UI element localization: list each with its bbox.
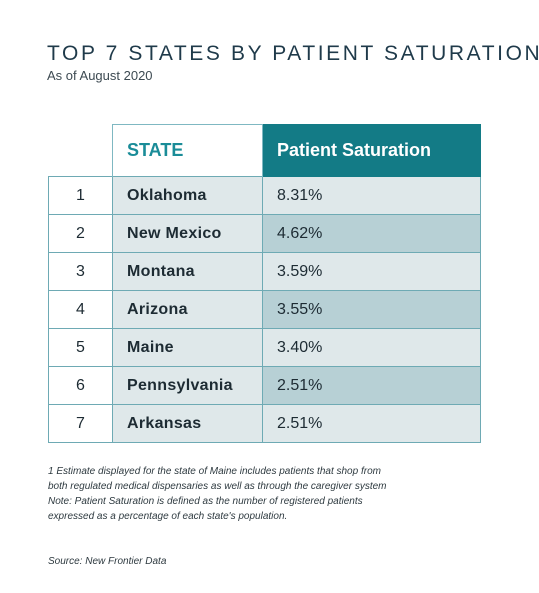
saturation-table: STATE Patient Saturation 1 Oklahoma 8.31… — [48, 124, 481, 443]
state-cell: Arizona — [112, 290, 263, 329]
rank-cell: 4 — [48, 290, 113, 329]
rank-cell: 2 — [48, 214, 113, 253]
header-state: STATE — [112, 124, 263, 177]
value-cell: 3.55% — [262, 290, 481, 329]
rank-cell: 1 — [48, 176, 113, 215]
value-cell: 2.51% — [262, 404, 481, 443]
table-row: 7 Arkansas 2.51% — [48, 404, 481, 443]
table-row: 1 Oklahoma 8.31% — [48, 176, 481, 215]
footnote-line: Note: Patient Saturation is defined as t… — [48, 496, 363, 507]
table-header-row: STATE Patient Saturation — [48, 124, 481, 177]
table-row: 2 New Mexico 4.62% — [48, 214, 481, 253]
value-cell: 4.62% — [262, 214, 481, 253]
state-cell: New Mexico — [112, 214, 263, 253]
state-cell: Arkansas — [112, 404, 263, 443]
state-cell: Maine — [112, 328, 263, 367]
chart-title: TOP 7 STATES BY PATIENT SATURATION — [47, 42, 539, 65]
state-cell: Oklahoma — [112, 176, 263, 215]
footnote-line: both regulated medical dispensaries as w… — [48, 481, 387, 492]
footnote-line: expressed as a percentage of each state'… — [48, 511, 288, 522]
value-cell: 2.51% — [262, 366, 481, 405]
value-cell: 3.40% — [262, 328, 481, 367]
value-cell: 3.59% — [262, 252, 481, 291]
table-row: 5 Maine 3.40% — [48, 328, 481, 367]
footnote-line: 1 Estimate displayed for the state of Ma… — [48, 466, 381, 477]
header-patient-saturation: Patient Saturation — [262, 124, 481, 177]
rank-cell: 3 — [48, 252, 113, 291]
table-row: 3 Montana 3.59% — [48, 252, 481, 291]
source-note: Source: New Frontier Data — [48, 556, 167, 567]
state-cell: Pennsylvania — [112, 366, 263, 405]
header-rank — [48, 124, 113, 177]
chart-subtitle: As of August 2020 — [47, 68, 153, 83]
rank-cell: 5 — [48, 328, 113, 367]
state-cell: Montana — [112, 252, 263, 291]
rank-cell: 7 — [48, 404, 113, 443]
footnotes: 1 Estimate displayed for the state of Ma… — [48, 464, 428, 524]
table-row: 4 Arizona 3.55% — [48, 290, 481, 329]
rank-cell: 6 — [48, 366, 113, 405]
table-row: 6 Pennsylvania 2.51% — [48, 366, 481, 405]
value-cell: 8.31% — [262, 176, 481, 215]
